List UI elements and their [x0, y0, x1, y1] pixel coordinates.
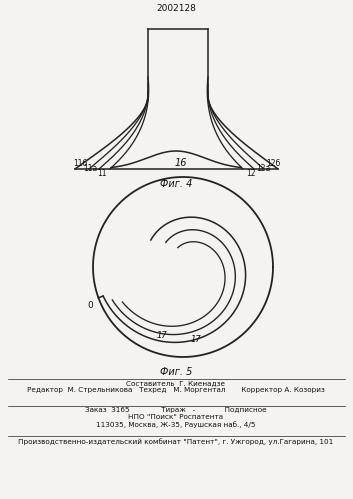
Text: НПО "Поиск" Роспатента: НПО "Поиск" Роспатента [128, 414, 223, 420]
Text: 17: 17 [191, 335, 202, 344]
Text: 11: 11 [97, 169, 107, 178]
Text: 2002128: 2002128 [156, 4, 196, 13]
Text: 11а: 11а [83, 164, 97, 173]
Text: Редактор  М. Стрельникова   Техред   М. Моргентал       Корректор А. Козориз: Редактор М. Стрельникова Техред М. Морге… [27, 387, 325, 393]
Text: 113035, Москва, Ж-35, Раушская наб., 4/5: 113035, Москва, Ж-35, Раушская наб., 4/5 [96, 421, 256, 428]
Text: Заказ  3165              Тираж   -             Подписное: Заказ 3165 Тираж - Подписное [85, 407, 267, 413]
Text: 12а: 12а [256, 164, 270, 173]
Text: Составитель  Г. Киенадзе: Составитель Г. Киенадзе [126, 380, 226, 386]
Text: 11б: 11б [73, 159, 87, 168]
Text: Фиг. 5: Фиг. 5 [160, 367, 192, 377]
Text: 0: 0 [88, 301, 94, 310]
Text: 12: 12 [246, 169, 256, 178]
Text: Фиг. 4: Фиг. 4 [160, 179, 192, 189]
Text: 17: 17 [156, 331, 167, 340]
Text: Производственно-издательский комбинат "Патент", г. Ужгород, ул.Гагарина, 101: Производственно-издательский комбинат "П… [18, 438, 334, 445]
Text: 16: 16 [175, 158, 187, 168]
Text: 12б: 12б [266, 159, 280, 168]
